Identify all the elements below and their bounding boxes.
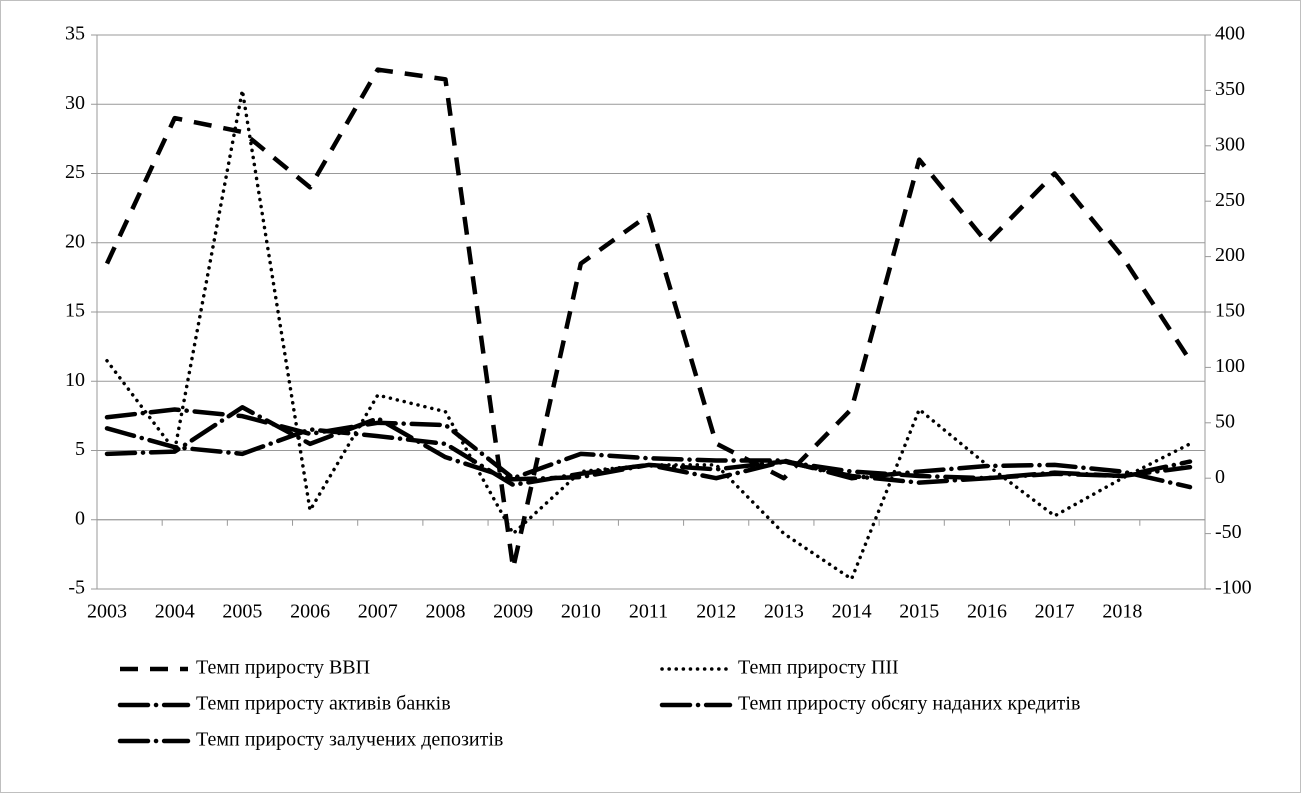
y2-tick-label: 300 (1215, 133, 1245, 155)
legend-label: Темп приросту обсягу наданих кредитів (738, 693, 1080, 715)
legend-label: Темп приросту залучених депозитів (196, 729, 503, 751)
y2-tick-label: 100 (1215, 355, 1245, 377)
x-tick-label: 2018 (1102, 601, 1142, 623)
y-tick-label: -5 (68, 577, 85, 599)
y2-tick-label: 250 (1215, 189, 1245, 211)
x-tick-label: 2008 (425, 601, 465, 623)
x-tick-label: 2014 (832, 601, 872, 623)
legend-label: Темп приросту ВВП (196, 657, 370, 679)
y-tick-label: 20 (65, 230, 85, 252)
y-tick-label: 35 (65, 23, 85, 45)
y2-tick-label: -50 (1215, 521, 1242, 543)
x-tick-label: 2003 (87, 601, 127, 623)
x-tick-label: 2013 (764, 601, 804, 623)
x-tick-label: 2009 (493, 601, 533, 623)
x-tick-label: 2005 (222, 601, 262, 623)
y2-tick-label: 200 (1215, 244, 1245, 266)
y-tick-label: 15 (65, 300, 85, 322)
y-tick-label: 25 (65, 161, 85, 183)
y-tick-label: 10 (65, 369, 85, 391)
y2-tick-label: 50 (1215, 410, 1235, 432)
x-tick-label: 2017 (1035, 601, 1075, 623)
x-tick-label: 2015 (899, 601, 939, 623)
x-tick-label: 2006 (290, 601, 330, 623)
series-line (104, 407, 1193, 490)
x-tick-label: 2012 (696, 601, 736, 623)
series-line (104, 67, 1192, 571)
x-tick-label: 2004 (155, 601, 195, 623)
x-tick-label: 2010 (561, 601, 601, 623)
y-tick-label: 5 (75, 438, 85, 460)
y2-tick-label: -100 (1215, 577, 1252, 599)
y2-tick-label: 350 (1215, 78, 1245, 100)
y2-tick-label: 0 (1215, 466, 1225, 488)
y-tick-label: 0 (75, 507, 85, 529)
x-tick-label: 2007 (358, 601, 398, 623)
x-tick-label: 2016 (967, 601, 1007, 623)
y2-tick-label: 150 (1215, 300, 1245, 322)
legend-label: Темп приросту активів банків (196, 693, 451, 715)
y2-tick-label: 400 (1215, 23, 1245, 45)
legend-label: Темп приросту ПІІ (738, 657, 899, 679)
y-tick-label: 30 (65, 92, 85, 114)
series-line (104, 405, 1193, 482)
x-tick-label: 2011 (629, 601, 668, 623)
